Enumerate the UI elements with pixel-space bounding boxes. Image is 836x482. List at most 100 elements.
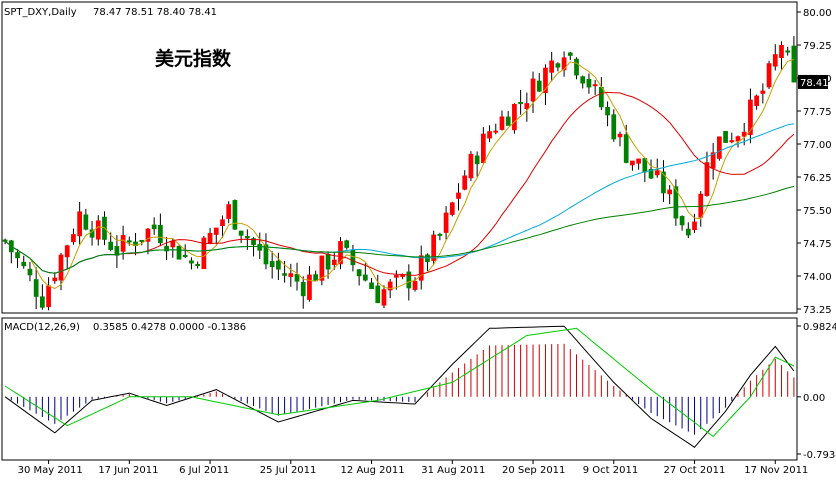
candle-body (269, 261, 275, 268)
macd-label: MACD(12,26,9) (4, 322, 80, 333)
candle-body (294, 273, 300, 282)
candle-body (574, 58, 579, 76)
candle-body (543, 67, 548, 94)
candle-body (71, 234, 76, 243)
candle-body (468, 153, 474, 179)
candle-body (791, 45, 797, 83)
candle-body (89, 229, 95, 238)
candle-body (238, 230, 244, 236)
candle-body (536, 80, 542, 92)
symbol-label: SPT_DXY,Daily (4, 7, 77, 18)
candle-body (375, 285, 381, 304)
candle-body (226, 204, 232, 219)
candle-body (505, 116, 511, 126)
candle-body (443, 212, 449, 233)
candle-body (263, 244, 269, 265)
candle-body (300, 282, 306, 297)
candle-body (369, 282, 374, 290)
candle-body (630, 160, 635, 166)
candle-body (108, 241, 114, 250)
candle-body (748, 99, 753, 135)
candle-body (605, 106, 610, 116)
ma-line-ma_short (4, 59, 795, 290)
candle-body (642, 158, 648, 173)
candle-body (685, 228, 691, 236)
candle-body (46, 285, 51, 308)
candle-body (195, 264, 201, 267)
current-price-marker (798, 74, 828, 89)
candle-body (623, 134, 629, 163)
candle-body (325, 253, 331, 270)
candle-body (493, 130, 499, 133)
candle-body (592, 84, 598, 87)
candle-body (611, 114, 617, 140)
x-tick-label: 6 Jul 2011 (179, 465, 229, 476)
candle-body (418, 255, 424, 281)
candle-body (139, 239, 145, 242)
candle-body (251, 238, 256, 246)
candle-body (679, 216, 685, 226)
candle-body (176, 245, 182, 260)
candle-body (766, 63, 772, 88)
candle-body (561, 57, 567, 71)
y-tick-label: 76.25 (803, 173, 832, 184)
candle-body (661, 171, 666, 194)
candle-body (344, 240, 350, 248)
candle-body (319, 255, 325, 281)
candle-body (95, 220, 101, 240)
candle-body (586, 78, 592, 88)
x-tick-label: 9 Oct 2011 (583, 465, 638, 476)
candle-body (735, 136, 741, 142)
candle-body (232, 200, 238, 230)
candle-body (394, 274, 399, 278)
y-tick-label: 74.75 (803, 239, 832, 250)
candle-body (83, 214, 89, 230)
candle-body (474, 155, 480, 165)
candle-body (331, 259, 337, 265)
candle-body (704, 162, 710, 196)
candle-body (462, 175, 468, 190)
candle-body (288, 273, 294, 277)
candle-body (456, 192, 461, 199)
x-tick-label: 31 Aug 2011 (421, 465, 485, 476)
ohlc-label: 78.47 78.51 78.40 78.41 (93, 7, 217, 18)
candle-body (760, 90, 766, 94)
candle-body (126, 240, 132, 243)
candle-body (785, 50, 791, 53)
y-tick-label: 75.50 (803, 206, 832, 217)
candle-body (723, 130, 728, 143)
candle-body (356, 269, 362, 277)
candle-body (257, 244, 263, 251)
y-tick-label: 73.25 (803, 305, 832, 316)
y-tick-label: 79.25 (803, 41, 832, 52)
x-tick-label: 12 Aug 2011 (341, 465, 405, 476)
candle-body (21, 261, 27, 267)
candle-body (338, 241, 343, 265)
x-tick-label: 25 Jul 2011 (260, 465, 317, 476)
candle-body (692, 221, 697, 231)
candle-body (567, 52, 573, 56)
candle-body (164, 245, 169, 252)
ma-line-ma_long2 (4, 185, 795, 274)
candle-body (717, 136, 722, 159)
chinese-title: 美元指数 (155, 47, 232, 70)
candle-body (220, 219, 225, 227)
candle-body (729, 140, 735, 143)
candle-body (654, 170, 660, 176)
candle-body (170, 240, 176, 248)
candle-body (213, 227, 219, 235)
candle-body (530, 78, 536, 102)
candle-body (779, 45, 784, 58)
y-tick-label: 80.00 (803, 8, 832, 19)
candle-body (710, 152, 716, 169)
macd-line (4, 325, 795, 448)
candle-body (518, 102, 523, 105)
candle-body (182, 254, 188, 257)
candle-body (2, 239, 8, 242)
candle-body (387, 281, 393, 291)
candle-body (189, 260, 194, 264)
candle-body (27, 268, 33, 276)
macd-histogram (10, 343, 795, 435)
main-frame (1, 1, 798, 314)
